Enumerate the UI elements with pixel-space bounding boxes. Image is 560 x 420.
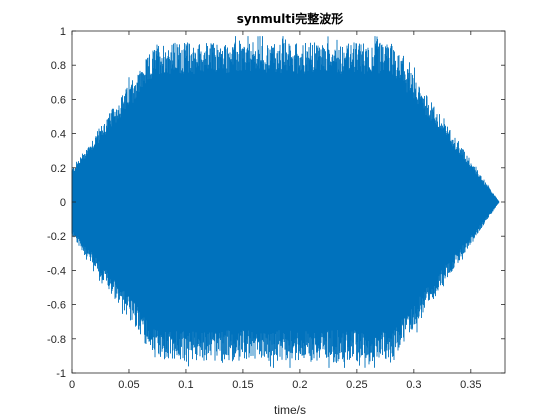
- y-tick-label: 0.2: [51, 163, 66, 175]
- x-axis-label: time/s: [274, 403, 306, 417]
- x-tick-label: 0: [69, 379, 75, 391]
- x-tick-label: 0.1: [178, 379, 193, 391]
- chart-title: synmulti完整波形: [237, 11, 344, 26]
- x-tick-label: 0.25: [346, 379, 367, 391]
- waveform-series-line: [71, 36, 500, 368]
- x-tick-label: 0.2: [292, 379, 307, 391]
- y-tick-label: -0.6: [47, 300, 66, 312]
- x-tick-label: 0.3: [406, 379, 421, 391]
- y-tick-label: 0: [60, 197, 66, 209]
- y-tick-label: -0.4: [47, 265, 66, 277]
- plot-area: [71, 36, 500, 368]
- y-tick-label: -0.8: [47, 334, 66, 346]
- y-tick-label: 1: [60, 26, 66, 38]
- x-tick-label: 0.15: [232, 379, 253, 391]
- y-tick-label: 0.4: [51, 129, 66, 141]
- axes: 0 0.05 0.1 0.15 0.2 0.25 0.3 0.35 -1 -0.8 -0.6 -0.4…: [47, 26, 506, 391]
- x-tick-label: 0.35: [460, 379, 481, 391]
- y-tick-label: 0.8: [51, 60, 66, 72]
- x-tick-label: 0.05: [118, 379, 139, 391]
- y-tick-label: -1: [56, 368, 66, 380]
- y-tick-label: 0.6: [51, 94, 66, 106]
- y-tick-label: -0.2: [47, 231, 66, 243]
